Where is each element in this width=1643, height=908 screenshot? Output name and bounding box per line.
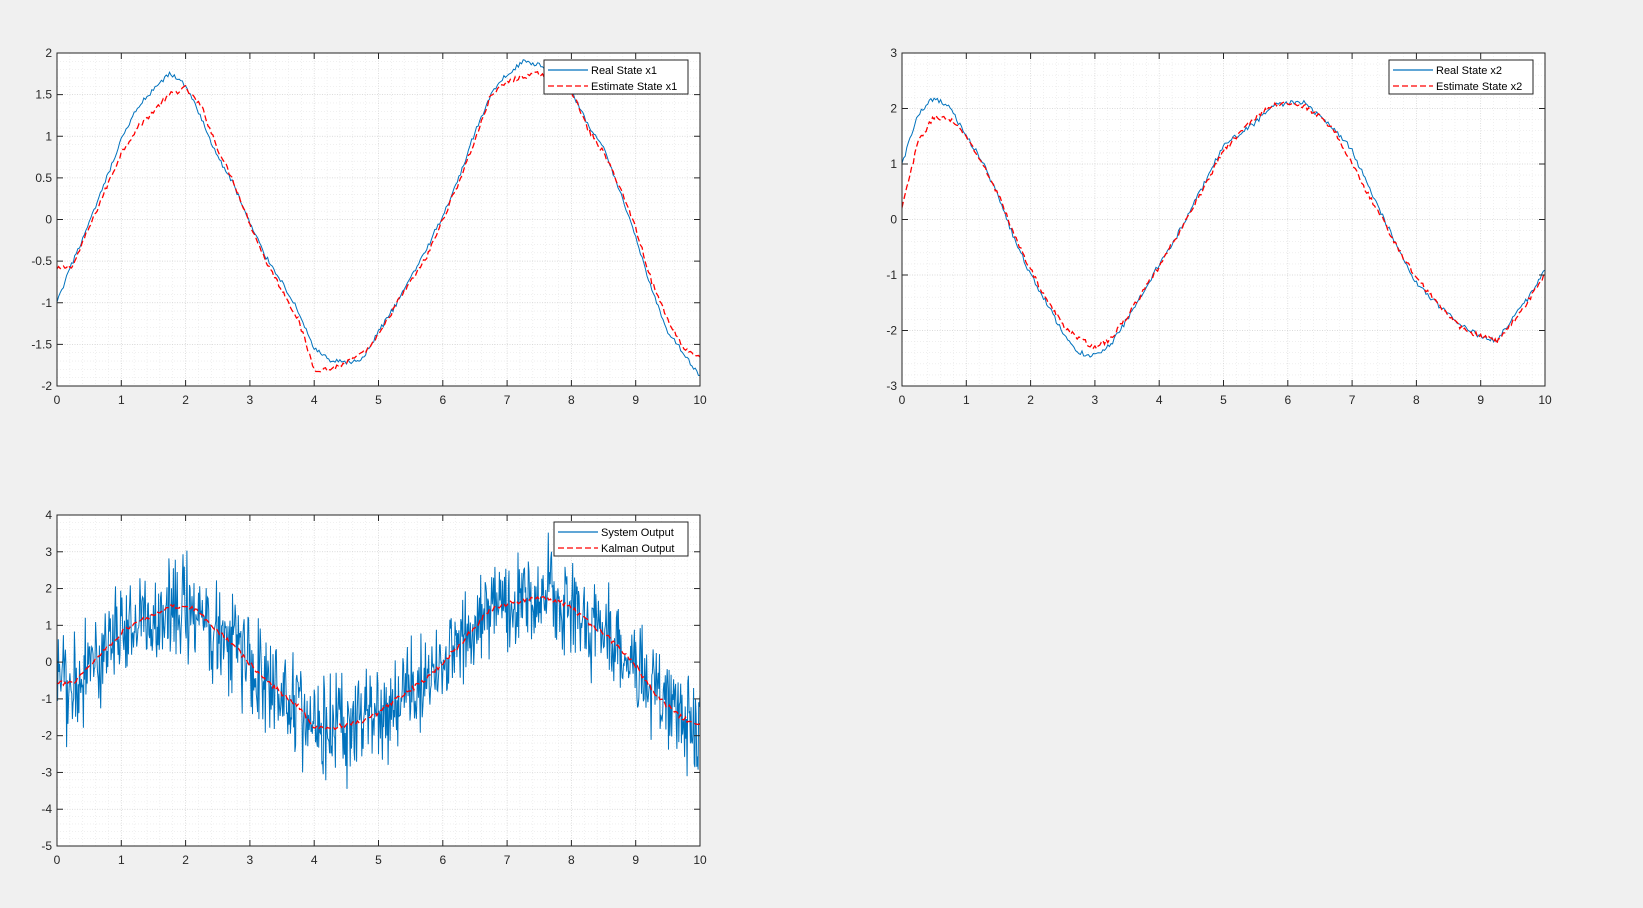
y-tick-label: -5 xyxy=(41,839,52,853)
y-tick-label: 1 xyxy=(45,618,52,632)
y-tick-label: -3 xyxy=(886,379,897,393)
x-tick-label: 6 xyxy=(439,393,446,407)
legend-label: Estimate State x2 xyxy=(1436,81,1522,93)
x-tick-label: 8 xyxy=(1413,393,1420,407)
x-tick-label: 0 xyxy=(54,393,61,407)
x-tick-label: 7 xyxy=(504,393,511,407)
axes-x1[interactable]: 0 1 2 3 4 5 6 7 8 9 10 -2 -1.5 -1 -0.5 0 0.5 1 1.5 2 Real St… xyxy=(31,46,707,407)
axes-output[interactable]: 0 1 2 3 4 5 6 7 8 9 10 -5 -4 -3 -2 -1 0 1 2 3 4 System Output… xyxy=(41,508,707,867)
x-tick-label: 4 xyxy=(311,853,318,867)
x-tick-label: 10 xyxy=(693,393,707,407)
y-tick-label: -1 xyxy=(41,296,52,310)
x-tick-label: 5 xyxy=(375,853,382,867)
y-tick-label: -4 xyxy=(41,802,52,816)
y-tick-label: 2 xyxy=(890,102,897,116)
legend-label: System Output xyxy=(601,527,674,539)
y-tick-label: -2 xyxy=(41,379,52,393)
legend-label: Real State x2 xyxy=(1436,65,1502,77)
x-tick-label: 8 xyxy=(568,393,575,407)
y-tick-label: -2 xyxy=(41,729,52,743)
x-tick-label: 3 xyxy=(247,393,254,407)
y-tick-label: -3 xyxy=(41,765,52,779)
legend-box xyxy=(1388,59,1534,95)
x-tick-label: 7 xyxy=(504,853,511,867)
x-tick-label: 10 xyxy=(693,853,707,867)
y-tick-label: 2 xyxy=(45,582,52,596)
x-tick-label: 3 xyxy=(247,853,254,867)
legend-label: Estimate State x1 xyxy=(591,81,677,93)
x-tick-label: 0 xyxy=(54,853,61,867)
x-tick-label: 2 xyxy=(182,853,189,867)
x-tick-label: 4 xyxy=(1156,393,1163,407)
series-line-primary xyxy=(57,532,700,789)
y-tick-label: 1 xyxy=(890,157,897,171)
legend-label: Kalman Output xyxy=(601,543,674,555)
y-tick-label: 3 xyxy=(890,46,897,60)
y-tick-label: 0 xyxy=(45,655,52,669)
y-tick-label: -1 xyxy=(41,692,52,706)
y-tick-label: -2 xyxy=(886,324,897,338)
y-tick-label: 1 xyxy=(45,129,52,143)
x-tick-label: 8 xyxy=(568,853,575,867)
legend-box xyxy=(543,59,689,95)
x-tick-label: 5 xyxy=(1220,393,1227,407)
x-tick-label: 6 xyxy=(1284,393,1291,407)
legend-label: Real State x1 xyxy=(591,65,657,77)
legend[interactable]: Real State x2 Estimate State x2 xyxy=(1388,59,1534,95)
x-tick-label: 3 xyxy=(1092,393,1099,407)
legend[interactable]: Real State x1 Estimate State x1 xyxy=(543,59,689,95)
y-tick-label: 0 xyxy=(890,213,897,227)
y-tick-label: 0.5 xyxy=(35,171,52,185)
x-tick-label: 1 xyxy=(118,393,125,407)
legend-box xyxy=(553,521,689,557)
series-line-secondary xyxy=(902,101,1545,351)
y-tick-label: -1.5 xyxy=(31,337,52,351)
axes-x2[interactable]: 0 1 2 3 4 5 6 7 8 9 10 -3 -2 -1 0 1 2 3 Real State x2 Estim… xyxy=(886,46,1552,407)
series-line-secondary xyxy=(57,70,700,373)
x-tick-label: 1 xyxy=(118,853,125,867)
y-tick-label: -0.5 xyxy=(31,254,52,268)
x-tick-label: 10 xyxy=(1538,393,1552,407)
x-tick-label: 0 xyxy=(899,393,906,407)
y-tick-label: 3 xyxy=(45,545,52,559)
y-tick-label: 0 xyxy=(45,213,52,227)
legend[interactable]: System Output Kalman Output xyxy=(553,521,689,557)
series-line-primary xyxy=(57,59,700,376)
x-tick-label: 1 xyxy=(963,393,970,407)
y-tick-label: 4 xyxy=(45,508,52,522)
x-tick-label: 2 xyxy=(182,393,189,407)
x-tick-label: 2 xyxy=(1027,393,1034,407)
x-tick-label: 7 xyxy=(1349,393,1356,407)
x-tick-label: 6 xyxy=(439,853,446,867)
x-tick-label: 9 xyxy=(1477,393,1484,407)
x-tick-label: 9 xyxy=(632,393,639,407)
x-tick-label: 9 xyxy=(632,853,639,867)
series-line-primary xyxy=(902,97,1545,358)
x-tick-label: 5 xyxy=(375,393,382,407)
y-tick-label: 1.5 xyxy=(35,88,52,102)
x-tick-label: 4 xyxy=(311,393,318,407)
y-tick-label: -1 xyxy=(886,268,897,282)
y-tick-label: 2 xyxy=(45,46,52,60)
